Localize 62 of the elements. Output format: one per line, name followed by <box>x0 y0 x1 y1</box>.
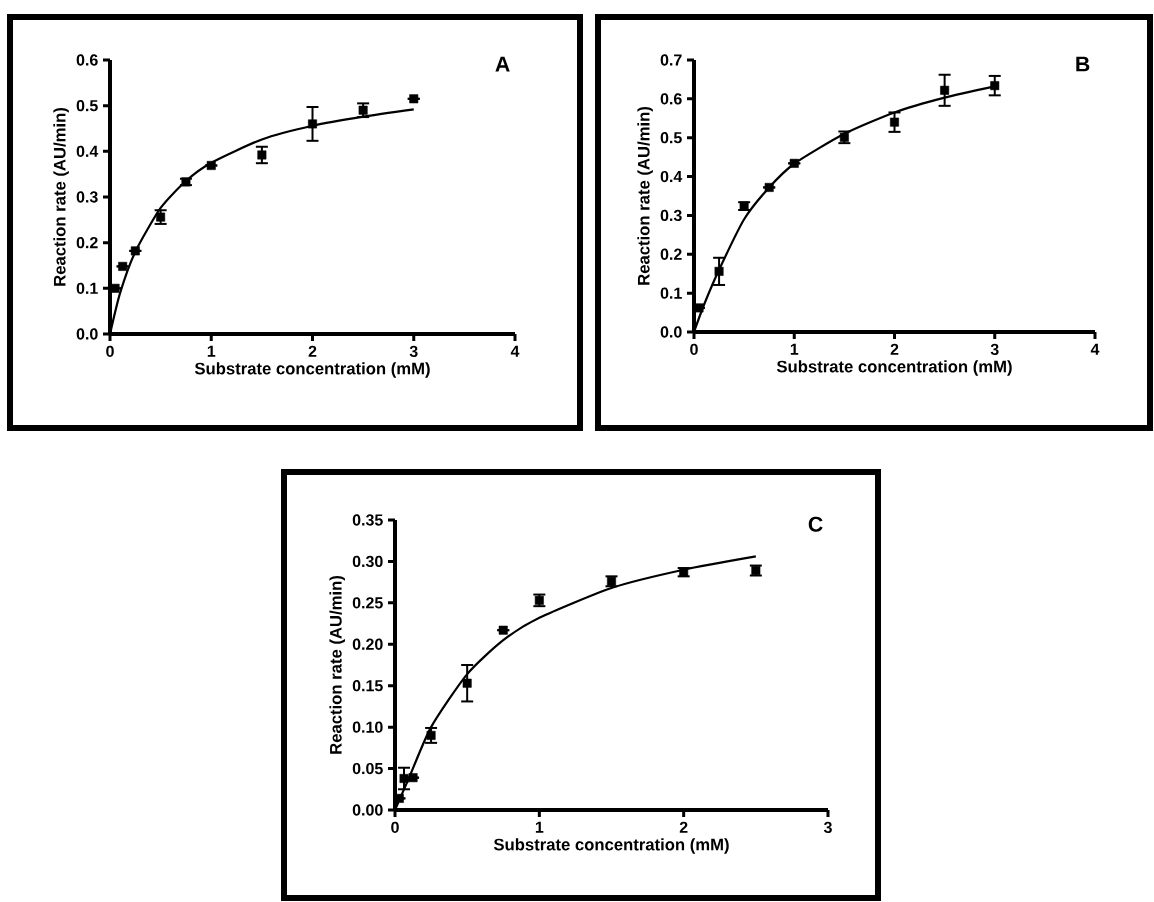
y-tick-label: 0.5 <box>660 132 682 144</box>
point <box>498 625 508 635</box>
x-tick-label: 1 <box>207 345 216 357</box>
point <box>940 85 950 95</box>
x-tick-label: 2 <box>308 345 317 357</box>
y-tick-label: 0.3 <box>660 209 682 222</box>
y-tick-label: 0.1 <box>660 287 682 299</box>
point <box>308 119 317 129</box>
point <box>990 81 1000 91</box>
y-tick-label: 0.35 <box>352 514 383 526</box>
y-tick-label: 0.30 <box>352 555 383 568</box>
y-tick-label: 0.6 <box>76 54 98 66</box>
y-tick-label: 0.4 <box>76 145 99 157</box>
y-tick-label: 0.2 <box>76 236 98 249</box>
point <box>257 150 267 160</box>
y-tick-label: 0.5 <box>76 100 98 112</box>
point <box>399 774 409 783</box>
y-axis-title: Reaction rate (AU/min) <box>329 576 345 754</box>
point <box>130 246 140 256</box>
x-tick-label: 4 <box>510 345 520 357</box>
y-axis-title: Reaction rate (AU/min) <box>637 107 653 285</box>
chart-title: B <box>1076 56 1090 72</box>
y-tick-label: 0.2 <box>660 248 682 260</box>
y-tick-label: 0.25 <box>352 597 383 609</box>
point <box>764 182 774 192</box>
x-axis-title: Substrate concentration (mM) <box>776 360 1012 376</box>
y-tick-label: 0.7 <box>660 54 682 66</box>
x-axis-title: Substrate concentration (mM) <box>493 838 729 854</box>
point <box>789 158 799 168</box>
x-tick-label: 3 <box>990 343 999 356</box>
x-axis-title: Substrate concentration (mM) <box>194 362 430 378</box>
y-axis-title: Reaction rate (AU/min) <box>53 108 69 286</box>
point <box>118 261 128 271</box>
y-tick-label: 0.15 <box>352 680 383 692</box>
y-tick-label: 0.4 <box>660 170 683 183</box>
x-tick-label: 0 <box>690 343 698 356</box>
point <box>462 678 472 688</box>
point <box>890 117 899 127</box>
x-tick-label: 2 <box>679 821 688 833</box>
y-tick-label: 0.00 <box>352 804 383 816</box>
point <box>714 266 724 276</box>
chart-title: A <box>495 56 510 72</box>
y-tick-label: 0.05 <box>352 762 383 775</box>
x-tick-label: 1 <box>790 343 799 355</box>
x-tick-label: 2 <box>890 343 899 355</box>
y-tick-label: 0.3 <box>76 191 98 203</box>
x-tick-label: 0 <box>391 821 399 834</box>
x-tick-label: 3 <box>823 821 832 834</box>
x-tick-label: 4 <box>1090 343 1100 355</box>
point <box>358 105 368 115</box>
x-tick-label: 0 <box>106 345 114 358</box>
x-tick-label: 1 <box>535 821 544 833</box>
y-tick-label: 0.6 <box>660 93 682 105</box>
y-tick-label: 0.20 <box>352 638 383 650</box>
chart-title: C <box>808 516 823 532</box>
point <box>409 94 419 104</box>
point <box>426 730 436 740</box>
y-tick-label: 0.0 <box>76 328 98 340</box>
y-tick-label: 0.10 <box>352 721 383 733</box>
y-tick-label: 0.1 <box>76 282 98 294</box>
y-tick-label: 0.0 <box>660 326 682 338</box>
x-tick-label: 3 <box>409 345 418 358</box>
